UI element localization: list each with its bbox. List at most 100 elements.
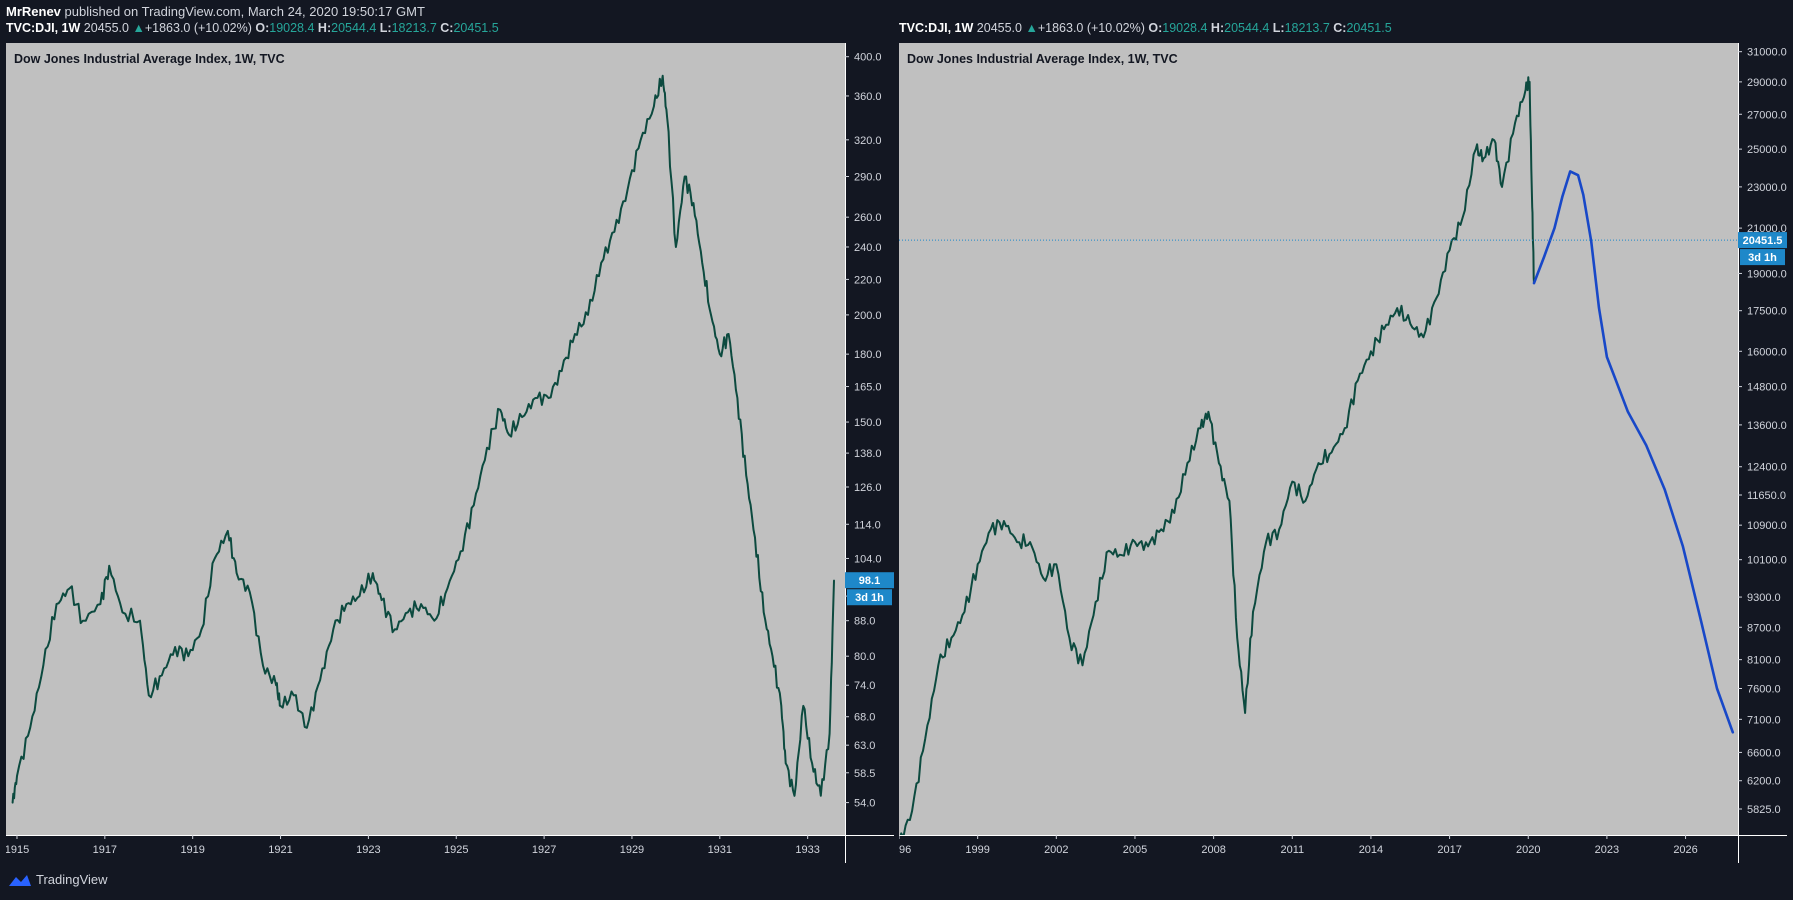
- legend-l: 18213.7: [1284, 21, 1330, 35]
- triangle-up-icon: ▲: [1025, 21, 1038, 35]
- x-tick-label: 1927: [532, 844, 556, 856]
- y-tick-label: 6600.0: [1747, 747, 1781, 759]
- x-tick-label: 1933: [795, 844, 819, 856]
- countdown-label: 3d 1h: [1748, 252, 1777, 264]
- legend-h-label: H:: [317, 21, 332, 35]
- y-tick-label: 58.5: [854, 768, 875, 780]
- y-tick-label: 63.0: [854, 740, 875, 752]
- y-tick-label: 6200.0: [1747, 776, 1781, 788]
- x-tick-label: 96: [899, 844, 911, 856]
- legend-o-label: O:: [255, 21, 270, 35]
- y-tick-label: 9300.0: [1747, 592, 1781, 604]
- y-tick-label: 220.0: [854, 274, 882, 286]
- y-tick-label: 8100.0: [1747, 655, 1781, 667]
- y-tick-label: 400.0: [854, 52, 882, 64]
- legend-h: 20544.4: [331, 21, 377, 35]
- publication-text: published on TradingView.com, March 24, …: [60, 4, 425, 19]
- x-tick-label: 2011: [1280, 844, 1304, 856]
- y-tick-label: 25000.0: [1747, 144, 1787, 156]
- y-tick-label: 360.0: [854, 91, 882, 103]
- y-tick-label: 88.0: [854, 616, 875, 628]
- y-tick-label: 150.0: [854, 417, 882, 429]
- x-tick-label: 1917: [93, 844, 117, 856]
- x-tick-label: 2017: [1437, 844, 1461, 856]
- y-tick-label: 5825.0: [1747, 804, 1781, 816]
- x-tick-label: 1923: [356, 844, 380, 856]
- publication-line: MrRenev published on TradingView.com, Ma…: [6, 4, 425, 19]
- legend-change: +1863.0 (+10.02%): [1037, 21, 1145, 35]
- plot-area[interactable]: [899, 43, 1738, 835]
- y-tick-label: 165.0: [854, 382, 882, 394]
- chart-panel-2020[interactable]: Dow Jones Industrial Average Index, 1W, …: [899, 43, 1787, 863]
- x-tick-label: 2002: [1044, 844, 1068, 856]
- y-tick-label: 80.0: [854, 651, 875, 663]
- y-tick-label: 104.0: [854, 553, 882, 565]
- legend-change: +1863.0 (+10.02%): [144, 21, 252, 35]
- legend-right: TVC:DJI, 1W 20455.0 ▲+1863.0 (+10.02%) O…: [899, 21, 1392, 35]
- footer-brand[interactable]: TradingView: [36, 872, 108, 887]
- legend-l-label: L:: [1272, 21, 1285, 35]
- legend-l: 18213.7: [391, 21, 437, 35]
- y-tick-label: 29000.0: [1747, 77, 1787, 89]
- y-tick-label: 260.0: [854, 212, 882, 224]
- y-tick-label: 114.0: [854, 519, 881, 531]
- legend-left: TVC:DJI, 1W 20455.0 ▲+1863.0 (+10.02%) O…: [6, 21, 499, 35]
- x-tick-label: 2005: [1123, 844, 1147, 856]
- chart-svg[interactable]: Dow Jones Industrial Average Index, 1W, …: [899, 43, 1787, 863]
- legend-c: 20451.5: [1346, 21, 1392, 35]
- legend-o-label: O:: [1148, 21, 1163, 35]
- x-tick-label: 1999: [965, 844, 989, 856]
- plot-area[interactable]: [6, 43, 845, 835]
- projection-line[interactable]: [1532, 170, 1735, 734]
- last-price-badge: [845, 572, 894, 589]
- countdown-label: 3d 1h: [855, 592, 884, 604]
- chart-title: Dow Jones Industrial Average Index, 1W, …: [14, 52, 285, 66]
- legend-o: 19028.4: [269, 21, 315, 35]
- last-price-badge: [1738, 232, 1787, 249]
- x-tick-label: 2020: [1516, 844, 1540, 856]
- y-tick-label: 200.0: [854, 310, 882, 322]
- x-tick-label: 2008: [1201, 844, 1225, 856]
- chart-svg[interactable]: Dow Jones Industrial Average Index, 1W, …: [6, 43, 894, 863]
- y-tick-label: 138.0: [854, 448, 882, 460]
- legend-price: 20455.0: [976, 21, 1022, 35]
- x-tick-label: 1929: [620, 844, 644, 856]
- y-tick-label: 7100.0: [1747, 714, 1781, 726]
- legend-l-label: L:: [379, 21, 392, 35]
- price-series-line[interactable]: [11, 74, 835, 804]
- last-price-label: 20451.5: [1743, 235, 1783, 247]
- y-tick-label: 14800.0: [1747, 382, 1787, 394]
- legend-c-label: C:: [1333, 21, 1347, 35]
- y-tick-label: 27000.0: [1747, 109, 1787, 121]
- y-tick-label: 10100.0: [1747, 555, 1787, 567]
- y-tick-label: 12400.0: [1747, 462, 1787, 474]
- y-tick-label: 180.0: [854, 349, 882, 361]
- x-tick-label: 2023: [1595, 844, 1619, 856]
- y-tick-label: 16000.0: [1747, 346, 1787, 358]
- x-tick-label: 2026: [1673, 844, 1697, 856]
- y-tick-label: 17500.0: [1747, 306, 1787, 318]
- y-tick-label: 7600.0: [1747, 684, 1781, 696]
- x-tick-label: 1931: [708, 844, 732, 856]
- author-name[interactable]: MrRenev: [6, 4, 61, 19]
- y-tick-label: 11650.0: [1747, 490, 1786, 502]
- y-tick-label: 320.0: [854, 135, 882, 147]
- price-series-line[interactable]: [899, 76, 1535, 843]
- legend-o: 19028.4: [1162, 21, 1208, 35]
- y-tick-label: 74.0: [854, 680, 875, 692]
- x-tick-label: 1919: [180, 844, 204, 856]
- y-tick-label: 31000.0: [1747, 47, 1787, 59]
- y-tick-label: 23000.0: [1747, 182, 1787, 194]
- y-tick-label: 54.0: [854, 798, 875, 810]
- chart-panel-1929[interactable]: Dow Jones Industrial Average Index, 1W, …: [6, 43, 894, 863]
- legend-h: 20544.4: [1224, 21, 1270, 35]
- x-tick-label: 1915: [6, 844, 29, 856]
- y-tick-label: 290.0: [854, 171, 882, 183]
- legend-symbol: TVC:DJI, 1W: [899, 21, 974, 35]
- y-tick-label: 240.0: [854, 242, 882, 254]
- y-tick-label: 68.0: [854, 712, 875, 724]
- tradingview-cloud-icon[interactable]: [6, 873, 32, 887]
- y-tick-label: 10900.0: [1747, 520, 1787, 532]
- x-tick-label: 1921: [268, 844, 292, 856]
- x-tick-label: 1925: [444, 844, 468, 856]
